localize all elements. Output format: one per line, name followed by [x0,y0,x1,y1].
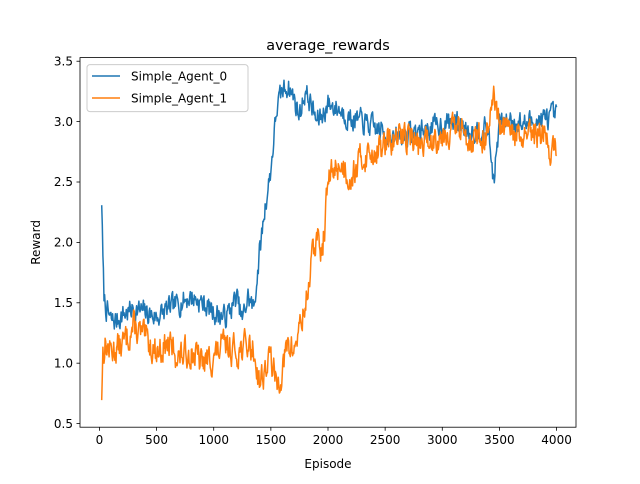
y-tick-label: 1.5 [54,296,73,310]
x-tick-label: 3000 [427,433,458,447]
chart-title: average_rewards [266,38,389,54]
legend-box [86,64,249,113]
y-axis-ticks: 0.5 1.0 1.5 2.0 2.5 3.0 3.5 [54,54,80,431]
y-tick-label: 0.5 [54,417,73,431]
x-tick-label: 1000 [198,433,229,447]
y-tick-label: 2.5 [54,175,73,189]
x-tick-label: 2000 [313,433,344,447]
x-axis-label: Episode [304,457,351,471]
plot-area [80,57,576,428]
y-tick-label: 3.5 [54,54,73,68]
x-tick-label: 4000 [541,433,572,447]
x-tick-label: 3500 [484,433,515,447]
legend-label-simple-agent-1: Simple_Agent_1 [131,92,227,106]
y-axis-label: Reward [29,220,43,265]
x-tick-label: 2500 [370,433,401,447]
x-tick-label: 0 [96,433,104,447]
series-layer [100,79,558,401]
legend: Simple_Agent_0 Simple_Agent_1 [86,64,249,113]
x-tick-label: 500 [145,433,168,447]
x-tick-label: 1500 [256,433,287,447]
y-tick-label: 1.0 [54,356,73,370]
series-line-simple-agent-1 [100,85,558,401]
y-tick-label: 3.0 [54,115,73,129]
legend-label-simple-agent-0: Simple_Agent_0 [131,70,227,84]
x-axis-ticks: 0 500 1000 1500 2000 2500 3000 3500 4000 [96,427,572,447]
y-tick-label: 2.0 [54,236,73,250]
